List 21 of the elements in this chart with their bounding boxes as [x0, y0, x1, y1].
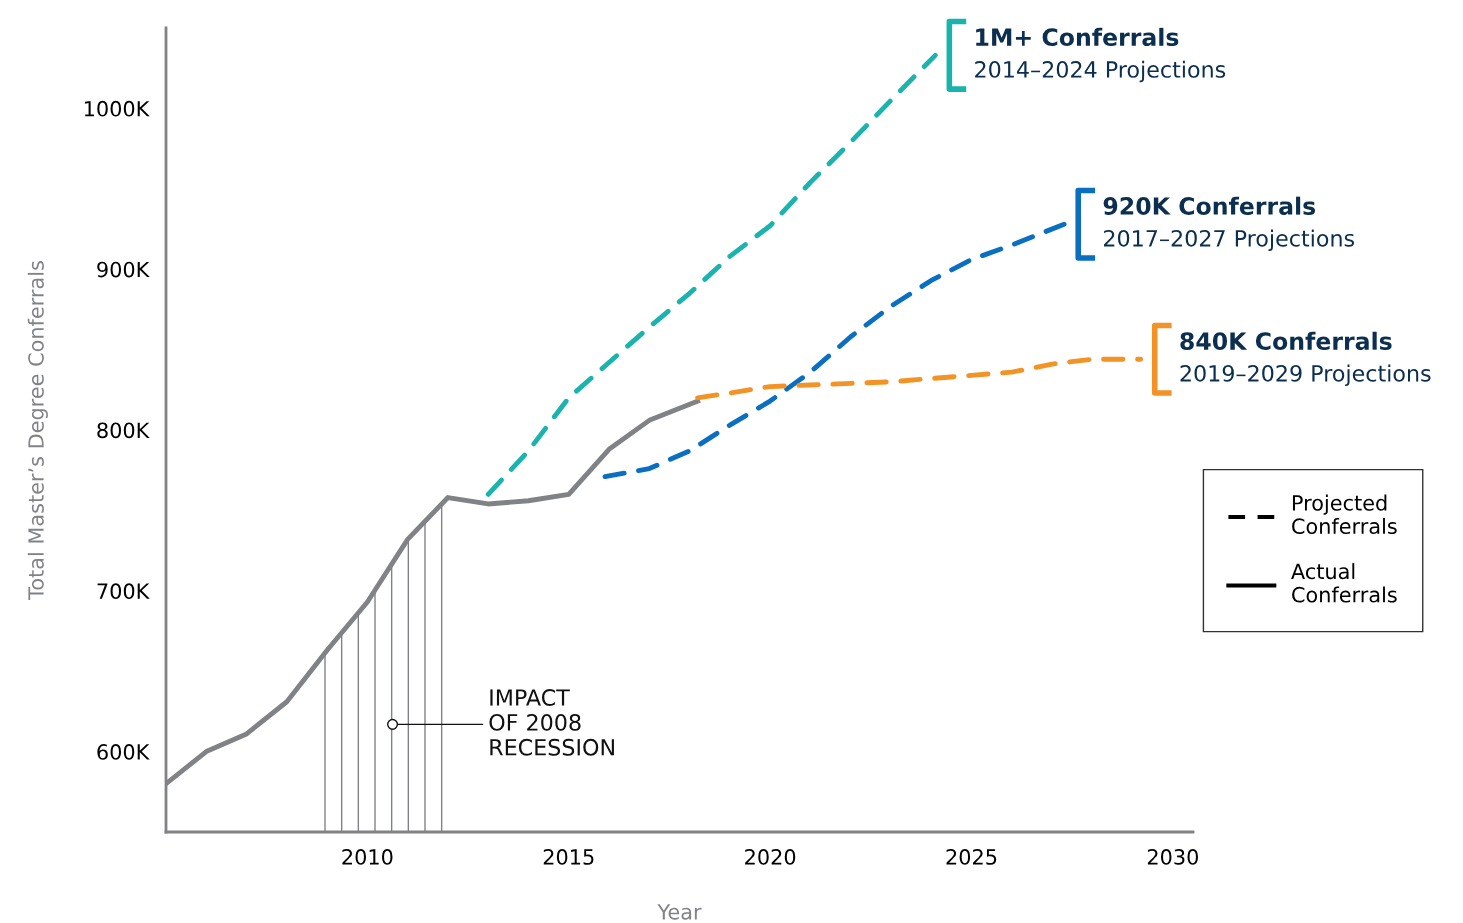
line-series — [602, 221, 1067, 480]
line-series — [695, 356, 1144, 401]
x-tick-label: 2020 — [745, 849, 796, 865]
y-axis-title: Total Master’s Degree Conferrals — [27, 261, 48, 600]
series-label: 840K Conferrals 2019–2029 Projections — [1180, 331, 1431, 387]
x-tick-label: 2010 — [342, 849, 393, 865]
y-tick-label: 800K — [97, 422, 150, 439]
y-tick-label: 1000K — [84, 100, 150, 117]
x-tick-label: 2030 — [1147, 849, 1198, 865]
y-tick-label: 600K — [97, 744, 150, 760]
series-label: 1M+ Conferrals 2014–2024 Projections — [975, 27, 1226, 83]
y-tick-label: 700K — [97, 583, 150, 600]
series-label: 920K Conferrals 2017–2027 Projections — [1103, 196, 1355, 252]
band-label: IMPACT OF 2008 RECESSION — [489, 689, 614, 756]
text: Actual Conferrals — [1291, 563, 1397, 603]
text: Projected Conferrals — [1292, 494, 1397, 535]
line-series — [485, 52, 938, 497]
x-axis-title: Year — [657, 904, 702, 920]
x-tick-label: 2025 — [946, 849, 997, 865]
x-tick-label: 2015 — [543, 849, 594, 865]
y-tick-label: 900K — [97, 261, 150, 278]
